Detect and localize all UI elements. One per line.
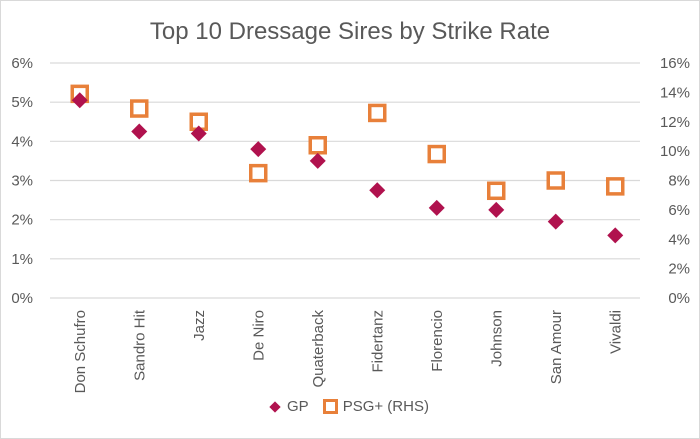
- psg-point: [606, 177, 625, 196]
- legend-item-gp: GP: [269, 398, 309, 415]
- gp-point: [131, 123, 148, 140]
- legend-label-gp: GP: [287, 398, 309, 415]
- y-right-tick-label: 12%: [660, 114, 690, 131]
- y-left-tick-label: 6%: [11, 55, 33, 72]
- x-category-label: Don Schufro: [72, 310, 89, 393]
- x-category-label: Johnson: [488, 310, 505, 367]
- x-category-label: Florencio: [429, 310, 446, 372]
- legend-label-psg: PSG+ (RHS): [342, 398, 429, 415]
- y-right-tick-label: 16%: [660, 55, 690, 72]
- x-category-label: De Niro: [250, 310, 267, 361]
- gp-point: [547, 213, 564, 230]
- y-right-tick-label: 2%: [668, 261, 690, 278]
- gp-point: [607, 227, 624, 244]
- y-left-tick-label: 2%: [11, 212, 33, 229]
- y-right-tick-label: 6%: [668, 202, 690, 219]
- y-right-tick-label: 4%: [668, 231, 690, 248]
- x-category-label: Fidertanz: [369, 310, 386, 373]
- x-category-label: Jazz: [191, 310, 208, 341]
- y-right-tick-label: 10%: [660, 143, 690, 160]
- y-left-tick-label: 3%: [11, 173, 33, 190]
- gp-point: [488, 201, 505, 218]
- y-left-tick-label: 5%: [11, 94, 33, 111]
- gp-point: [190, 125, 207, 142]
- x-category-label: Vivaldi: [607, 310, 624, 354]
- psg-point: [130, 99, 149, 118]
- x-category-label: Quaterback: [310, 310, 327, 388]
- psg-point: [487, 181, 506, 201]
- y-left-tick-label: 1%: [11, 251, 33, 268]
- y-right-tick-label: 8%: [668, 173, 690, 190]
- y-left-tick-label: 4%: [11, 133, 33, 150]
- diamond-marker-icon: [269, 400, 281, 413]
- gp-point: [71, 92, 88, 109]
- x-category-label: San Amour: [548, 310, 565, 384]
- psg-point: [427, 144, 446, 164]
- y-right-tick-label: 14%: [660, 84, 690, 101]
- gp-point: [369, 182, 386, 199]
- y-left-tick-label: 0%: [11, 290, 33, 307]
- gp-point: [250, 141, 267, 158]
- legend: GP PSG+ (RHS): [0, 398, 700, 415]
- psg-point: [368, 103, 387, 123]
- gp-point: [309, 152, 326, 169]
- psg-point: [308, 136, 327, 155]
- psg-point: [249, 163, 268, 183]
- x-category-label: Sandro Hit: [131, 309, 148, 381]
- psg-point: [546, 171, 565, 190]
- legend-item-psg: PSG+ (RHS): [315, 398, 429, 415]
- gp-point: [428, 199, 445, 216]
- chart-title: Top 10 Dressage Sires by Strike Rate: [149, 18, 551, 45]
- y-right-tick-label: 0%: [668, 290, 690, 307]
- square-marker-icon: [322, 399, 338, 414]
